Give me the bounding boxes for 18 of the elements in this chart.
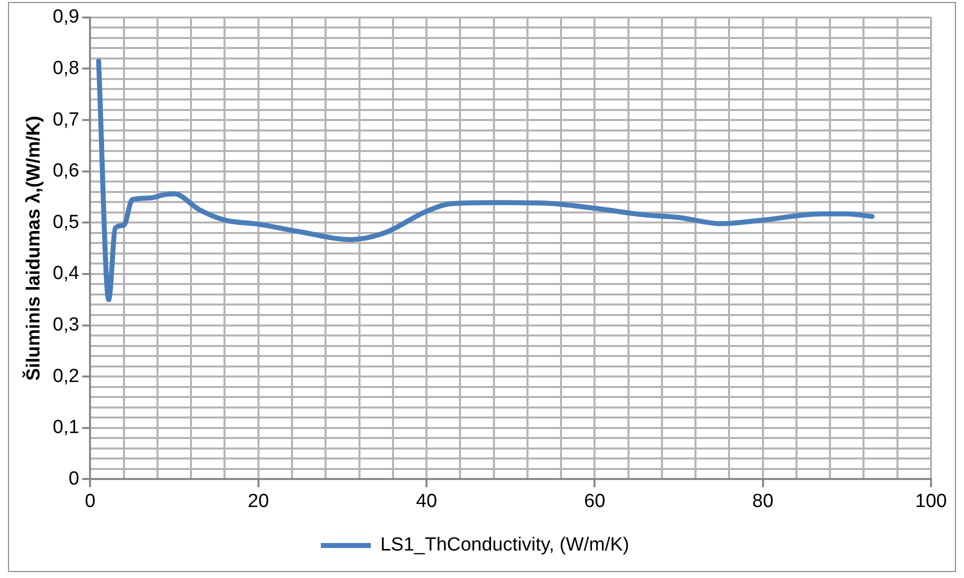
y-tick-label: 0,9 — [52, 6, 80, 28]
y-tick-label: 0 — [68, 468, 80, 490]
y-tick-label: 0,1 — [52, 417, 80, 438]
y-tick-label: 0,3 — [52, 314, 80, 336]
y-tick-label: 0,8 — [52, 58, 80, 79]
y-tick-label: 0,2 — [52, 366, 80, 387]
x-tick-label: 20 — [248, 490, 269, 512]
y-tick-label: 0,6 — [52, 160, 80, 182]
legend-label: LS1_ThConductivity, (W/m/K) — [380, 534, 630, 556]
x-tick-label: 60 — [584, 490, 606, 512]
x-tick-label: 40 — [416, 490, 438, 512]
x-tick-label: 0 — [84, 490, 96, 512]
y-axis-title: Šiluminis laidumas λ,(W/m/K) — [22, 116, 45, 381]
x-tick-label: 80 — [752, 490, 774, 512]
x-tick-label: 100 — [915, 490, 947, 512]
y-tick-label: 0,4 — [52, 263, 80, 284]
y-tick-label: 0,5 — [52, 212, 80, 233]
y-tick-label: 0,7 — [52, 109, 80, 130]
